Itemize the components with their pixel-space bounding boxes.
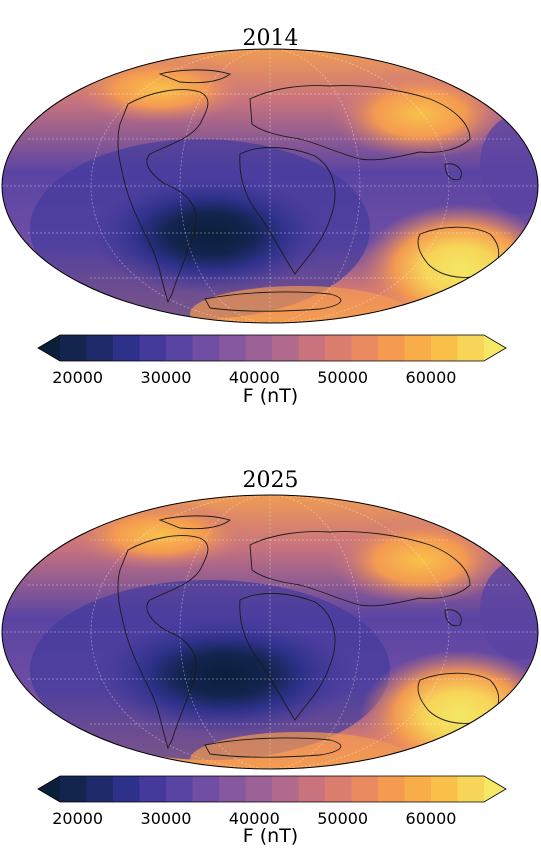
colorbar-bin [378, 776, 405, 802]
map-title: 2014 [242, 26, 299, 51]
colorbar-bin [404, 335, 432, 361]
colorbar-bin [457, 776, 485, 802]
colorbar-label: F (nT) [242, 385, 299, 407]
colorbar-label: F (nT) [242, 825, 299, 847]
colorbar-extend-low [38, 335, 60, 361]
colorbar-bin [404, 776, 432, 802]
colorbar-tick-label: 30000 [140, 368, 192, 387]
field-intensity-map [1, 494, 539, 770]
colorbar-extend-low [38, 776, 60, 802]
colorbar-extend-high [484, 776, 506, 802]
colorbar-bin [86, 776, 114, 802]
colorbar-bin [272, 335, 299, 361]
colorbar [37, 775, 507, 803]
field-intensity-map [1, 48, 539, 324]
colorbar-bin [298, 776, 326, 802]
colorbar-bin [219, 776, 246, 802]
colorbar-tick-label: 60000 [405, 809, 457, 828]
colorbar-bin [166, 776, 193, 802]
colorbar-outline [37, 775, 507, 803]
colorbar-bin [245, 776, 273, 802]
colorbar-bin [139, 776, 167, 802]
colorbar-bin [139, 335, 167, 361]
colorbar-bin [86, 335, 114, 361]
colorbar-tick-label: 20000 [52, 368, 104, 387]
map-panel-2025: 2025 [0, 425, 541, 849]
colorbar-bin [325, 776, 352, 802]
colorbar-bin [60, 776, 87, 802]
colorbar-bin [431, 776, 458, 802]
colorbar-bin [298, 335, 326, 361]
colorbar-bin [431, 335, 458, 361]
colorbar-tick-label: 30000 [140, 809, 192, 828]
colorbar-bin [351, 776, 379, 802]
colorbar-bin [219, 335, 246, 361]
colorbar-bin [457, 335, 485, 361]
colorbar-tick-label: 50000 [317, 368, 369, 387]
colorbar-bin [192, 335, 220, 361]
colorbar-tick-label: 40000 [228, 809, 280, 828]
map-title: 2025 [242, 468, 299, 493]
colorbar-bin [166, 335, 193, 361]
colorbar-bin [60, 335, 87, 361]
colorbar-bin [351, 335, 379, 361]
colorbar-tick-label: 50000 [317, 809, 369, 828]
map-panel-2014: 2014 [0, 0, 541, 420]
colorbar-bin [113, 335, 140, 361]
colorbar-bin [272, 776, 299, 802]
colorbar-extend-high [484, 335, 506, 361]
colorbar-bin [113, 776, 140, 802]
colorbar-outline [37, 334, 507, 362]
colorbar-bin [245, 335, 273, 361]
colorbar-bin [192, 776, 220, 802]
colorbar-bin [378, 335, 405, 361]
colorbar-bin [325, 335, 352, 361]
colorbar-tick-label: 40000 [228, 368, 280, 387]
colorbar-tick-label: 20000 [52, 809, 104, 828]
colorbar-tick-label: 60000 [405, 368, 457, 387]
colorbar [37, 334, 507, 362]
